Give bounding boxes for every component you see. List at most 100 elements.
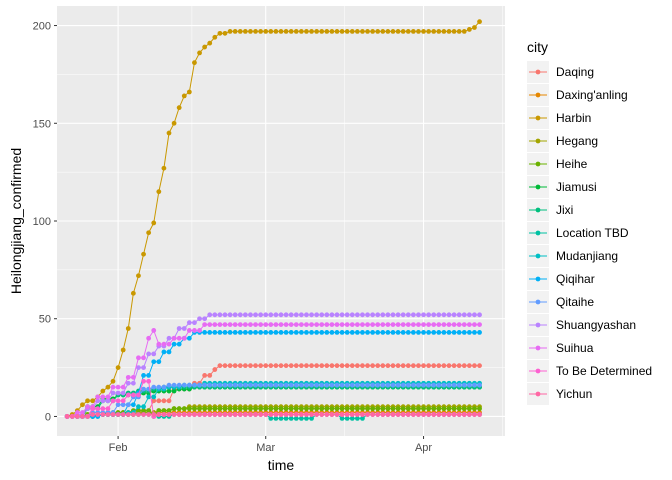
data-point (166, 349, 172, 355)
data-point (380, 322, 386, 327)
data-point (370, 406, 376, 412)
data-point (410, 412, 416, 417)
data-point (436, 322, 442, 327)
data-point (146, 394, 152, 400)
data-point (151, 394, 157, 400)
data-point (80, 414, 85, 419)
data-point (141, 251, 146, 257)
data-point (166, 341, 172, 347)
data-point (461, 322, 467, 327)
data-point (136, 412, 141, 417)
data-point (166, 130, 172, 136)
data-point (375, 363, 381, 369)
data-point (278, 322, 284, 327)
data-point (217, 382, 223, 388)
data-point (375, 330, 381, 335)
data-point (461, 363, 467, 369)
data-point (268, 412, 274, 417)
legend-label: Shuangyashan (556, 318, 636, 332)
data-point (283, 312, 289, 318)
data-point (273, 29, 279, 34)
data-point (421, 412, 426, 417)
data-point (461, 382, 467, 388)
data-point (324, 322, 330, 327)
data-point (354, 322, 360, 327)
y-tick-label: 50 (39, 314, 51, 326)
data-point (293, 330, 299, 335)
data-point (161, 341, 167, 347)
data-point (329, 406, 335, 412)
data-point (156, 189, 162, 195)
data-point (309, 416, 314, 421)
data-point (197, 316, 202, 322)
series-line-shuangyashan (67, 314, 480, 417)
data-point (268, 363, 274, 369)
y-tick-label: 0 (45, 411, 51, 423)
data-point (426, 363, 432, 369)
data-point (192, 406, 197, 412)
data-point (141, 365, 146, 370)
data-point (237, 363, 243, 369)
data-point (400, 363, 406, 369)
data-point (212, 406, 218, 412)
data-point (217, 322, 223, 327)
data-point (263, 322, 269, 327)
data-point (421, 330, 426, 335)
data-point (151, 384, 157, 390)
data-point (253, 363, 258, 369)
data-point (278, 29, 284, 34)
data-point (120, 402, 126, 408)
data-point (339, 322, 345, 327)
data-point (410, 29, 416, 34)
data-point (405, 330, 411, 335)
data-point (365, 382, 370, 388)
data-point (141, 412, 146, 417)
data-point (385, 382, 391, 388)
data-point (105, 412, 111, 417)
data-point (416, 322, 421, 327)
data-point (166, 335, 172, 341)
data-point (253, 412, 258, 417)
data-point (456, 412, 462, 417)
data-point (466, 27, 472, 32)
data-point (268, 29, 274, 34)
data-point (304, 330, 309, 335)
data-point (446, 363, 452, 369)
data-point (339, 363, 345, 369)
data-point (212, 367, 218, 372)
data-point (192, 328, 197, 333)
legend-item-to-be-determined: To Be Determined (527, 360, 652, 382)
data-point (385, 322, 391, 327)
data-point (146, 335, 152, 341)
data-point (298, 322, 304, 327)
legend-item-mudanjiang: Mudanjiang (527, 245, 618, 267)
data-point (354, 312, 360, 318)
data-point (339, 29, 345, 34)
data-point (115, 402, 121, 408)
data-point (400, 406, 406, 412)
data-point (360, 416, 365, 421)
data-point (314, 330, 320, 335)
data-point (227, 363, 233, 369)
legend-key-point (535, 253, 541, 259)
data-point (273, 382, 279, 388)
data-point (472, 330, 477, 335)
data-point (298, 382, 304, 388)
data-point (166, 388, 172, 394)
data-point (395, 312, 401, 318)
data-point (176, 382, 182, 388)
legend-item-yichun: Yichun (527, 383, 592, 405)
data-point (217, 406, 223, 412)
data-point (80, 402, 85, 408)
data-point (136, 365, 141, 370)
data-point (263, 382, 269, 388)
data-point (263, 330, 269, 335)
legend-item-jixi: Jixi (527, 199, 573, 221)
data-point (186, 328, 192, 333)
data-point (278, 330, 284, 335)
data-point (120, 390, 126, 396)
series-layer (64, 19, 482, 421)
data-point (253, 382, 258, 388)
data-point (329, 330, 335, 335)
